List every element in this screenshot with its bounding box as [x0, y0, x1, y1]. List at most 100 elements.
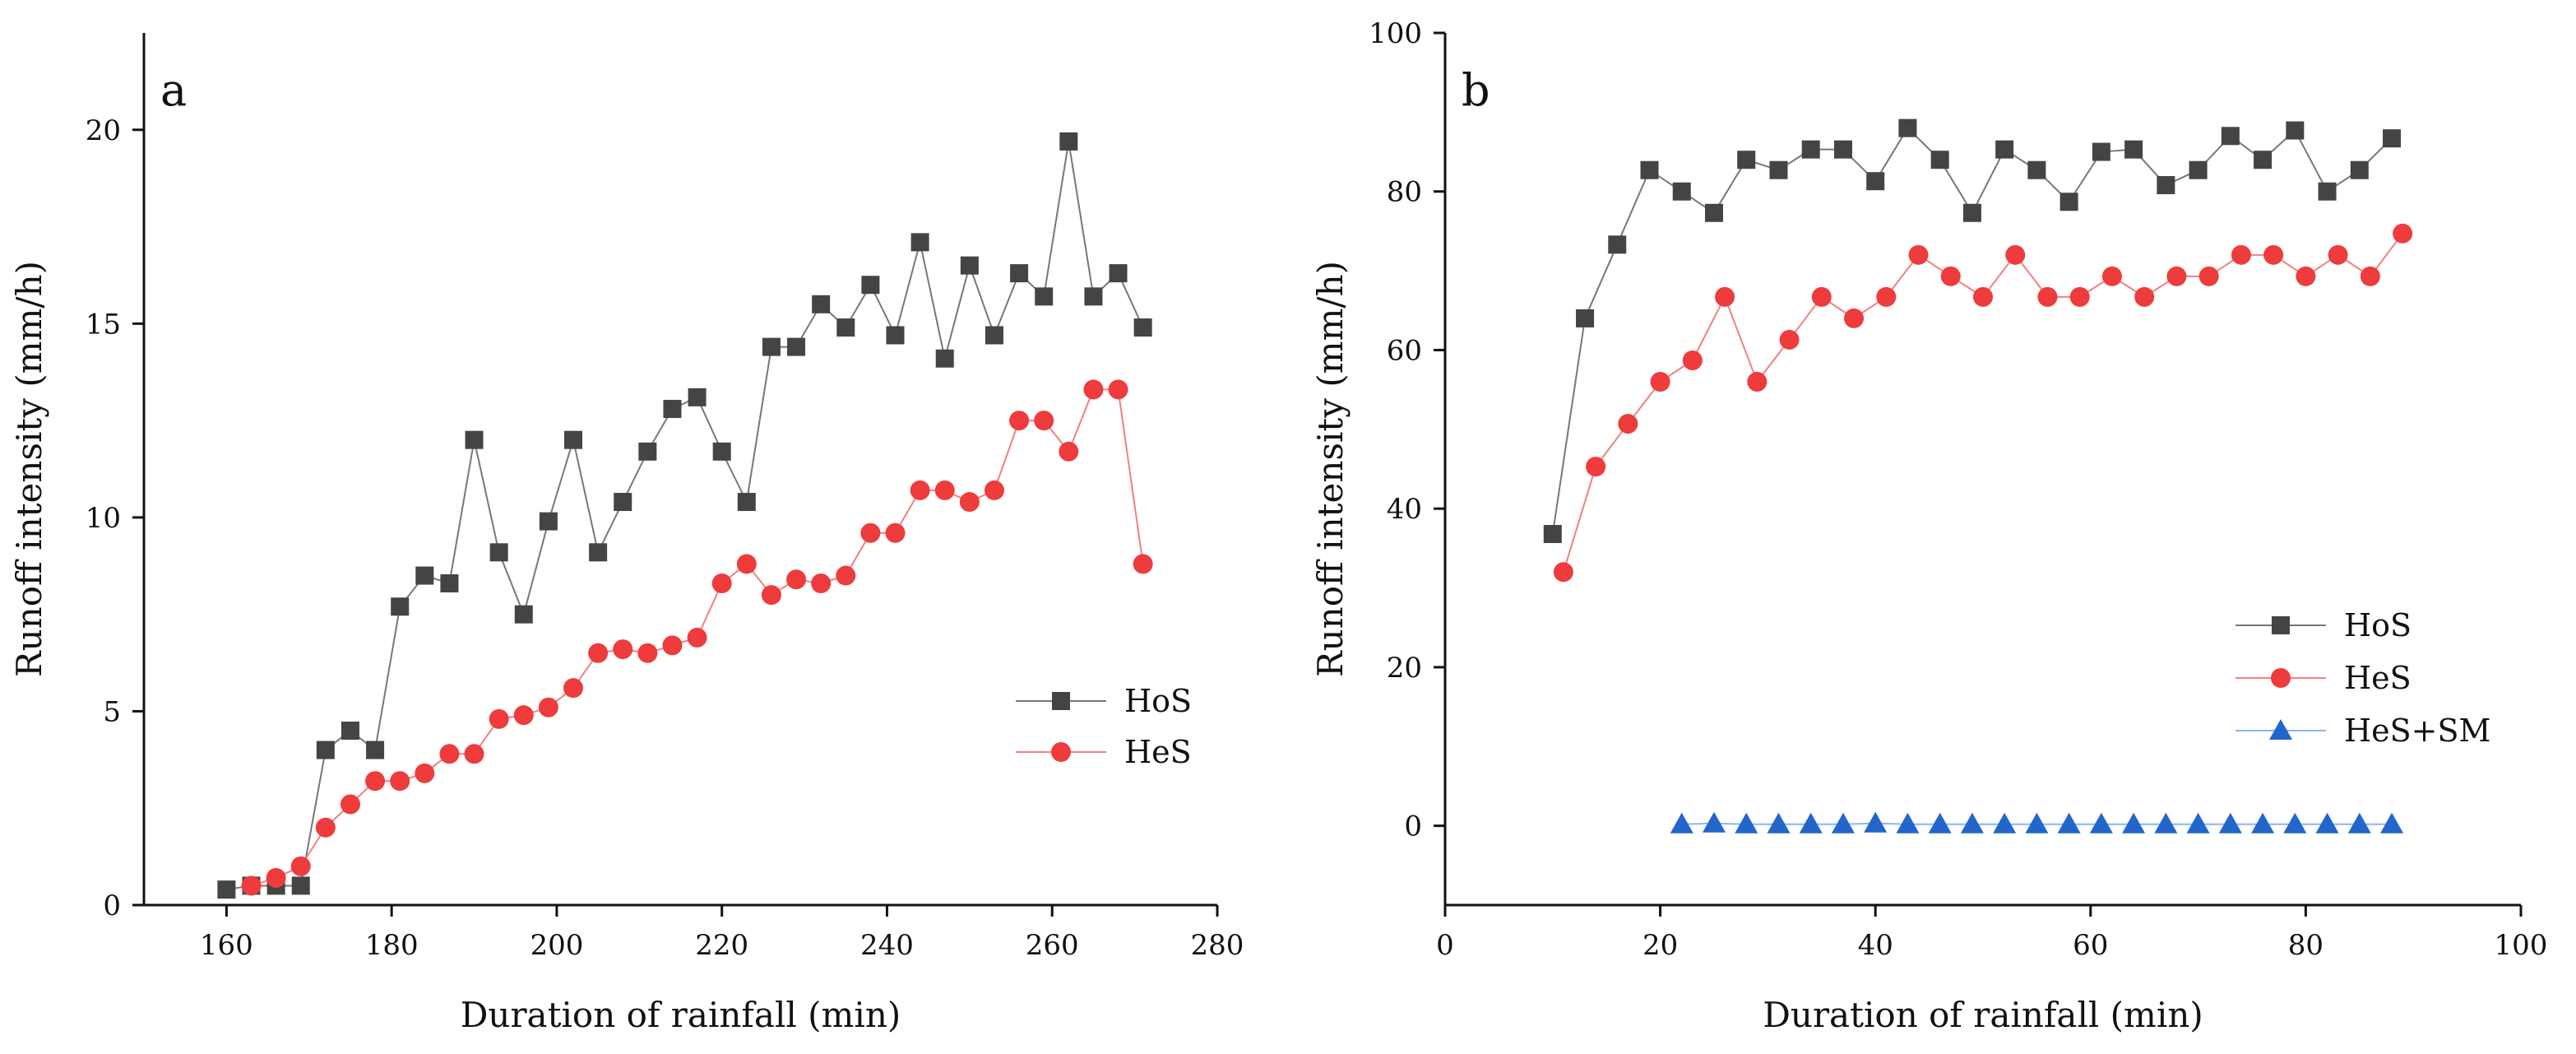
data-point	[1618, 414, 1638, 434]
legend-marker	[1052, 692, 1070, 710]
data-point	[1896, 812, 1920, 833]
data-point	[340, 794, 360, 815]
data-point	[836, 318, 855, 337]
data-point	[365, 771, 386, 792]
data-point	[2186, 812, 2210, 833]
data-point	[812, 295, 831, 313]
y-axis-label: Runoff intensity (mm/h)	[1310, 261, 1351, 677]
data-point	[638, 442, 657, 461]
data-point	[1108, 379, 1128, 400]
data-point	[1010, 264, 1029, 283]
data-point	[2380, 812, 2404, 833]
data-point	[2360, 266, 2380, 286]
data-point	[1133, 318, 1152, 337]
data-point	[1811, 286, 1832, 307]
data-point	[2231, 244, 2251, 265]
data-point	[2101, 266, 2122, 286]
legend-marker	[2272, 616, 2290, 634]
data-point	[1866, 172, 1885, 191]
data-point	[2005, 244, 2026, 265]
data-point	[662, 635, 683, 656]
data-point	[1672, 182, 1691, 201]
y-tick-label: 100	[1369, 17, 1422, 50]
data-point	[2251, 812, 2275, 833]
legend-marker	[2269, 719, 2292, 740]
legend-label: HeS	[2344, 660, 2412, 696]
data-point	[341, 722, 359, 740]
series-hos	[217, 132, 1152, 899]
data-point	[415, 763, 435, 783]
data-point	[886, 326, 905, 345]
data-point	[2347, 812, 2371, 833]
data-point	[391, 597, 410, 616]
data-point	[959, 492, 980, 513]
data-point	[2092, 142, 2110, 161]
x-tick-label: 160	[200, 929, 253, 962]
data-point	[861, 276, 880, 295]
data-point	[2025, 812, 2049, 833]
x-tick-label: 180	[365, 929, 419, 962]
legend-label: HeS	[1124, 734, 1192, 770]
data-point	[787, 337, 806, 356]
data-point	[588, 643, 609, 663]
data-point	[2027, 160, 2046, 179]
data-point	[2286, 121, 2305, 140]
y-axis-label: Runoff intensity (mm/h)	[9, 261, 49, 677]
data-point	[291, 876, 310, 895]
y-tick-label: 5	[103, 695, 121, 728]
data-point	[2296, 266, 2316, 286]
data-point	[1035, 287, 1054, 306]
data-point	[1962, 203, 1981, 222]
data-point	[1705, 203, 1723, 222]
data-point	[1640, 160, 1659, 179]
data-point	[2057, 812, 2081, 833]
y-tick-label: 20	[1387, 652, 1422, 685]
data-point	[2154, 812, 2178, 833]
data-point	[514, 605, 533, 624]
series-hes	[241, 379, 1153, 896]
data-point	[1715, 286, 1735, 307]
data-point	[2263, 244, 2284, 265]
data-point	[1059, 441, 1079, 462]
data-point	[2037, 286, 2058, 307]
data-point	[266, 868, 286, 889]
data-point	[1993, 812, 2017, 833]
data-point	[1779, 329, 1800, 350]
y-tick-label: 15	[86, 308, 121, 341]
data-point	[1735, 812, 1758, 833]
data-point	[2383, 129, 2402, 148]
data-point	[2124, 140, 2143, 159]
data-point	[637, 643, 658, 663]
data-point	[836, 565, 856, 586]
x-tick-label: 20	[1642, 929, 1678, 962]
data-point	[1928, 812, 1952, 833]
y-tick-label: 0	[1404, 810, 1422, 843]
x-tick-label: 0	[1436, 929, 1454, 962]
data-point	[2069, 286, 2090, 307]
data-point	[1034, 411, 1054, 431]
data-point	[1930, 151, 1949, 169]
data-point	[1769, 160, 1788, 179]
data-point	[217, 880, 236, 899]
y-tick-label: 20	[86, 114, 121, 147]
data-point	[513, 705, 534, 726]
data-point	[2189, 160, 2208, 179]
data-point	[1908, 244, 1929, 265]
data-point	[464, 744, 484, 764]
data-point	[2134, 286, 2155, 307]
data-point	[1844, 308, 1865, 328]
data-point	[736, 554, 757, 574]
data-point	[1083, 379, 1104, 400]
series-hes-sm	[1670, 811, 2404, 833]
data-point	[2393, 223, 2413, 244]
data-point	[2315, 812, 2339, 833]
data-point	[613, 639, 633, 660]
data-point	[811, 573, 832, 593]
data-point	[1576, 309, 1595, 327]
data-point	[885, 522, 906, 543]
data-point	[737, 493, 756, 512]
data-point	[2198, 266, 2219, 286]
data-point	[1553, 562, 1573, 583]
x-tick-label: 220	[695, 929, 748, 962]
